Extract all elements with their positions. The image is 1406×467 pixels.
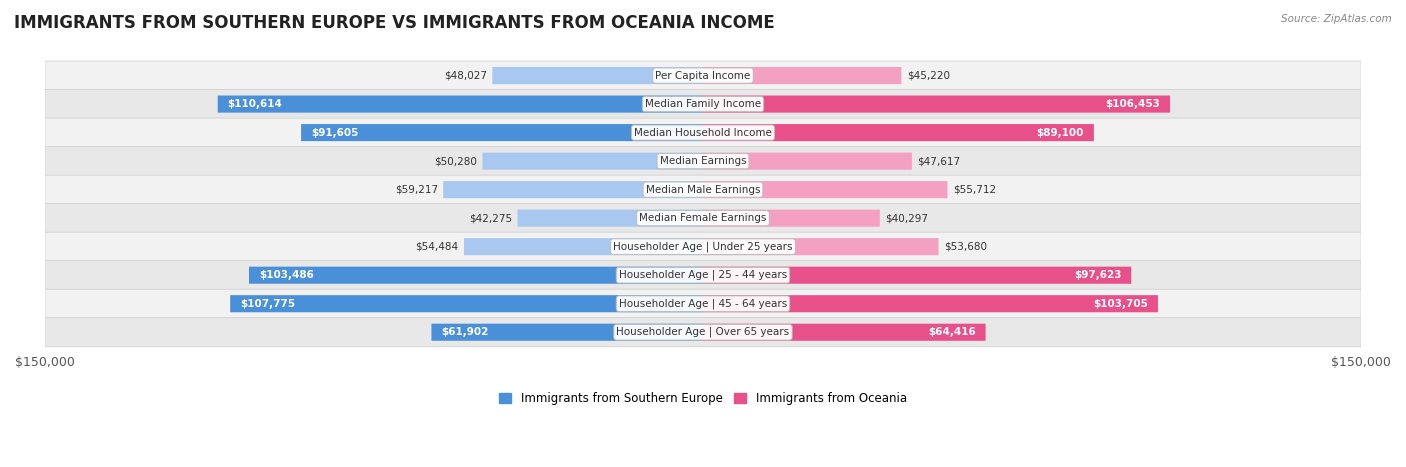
FancyBboxPatch shape xyxy=(45,204,1361,233)
Text: $42,275: $42,275 xyxy=(470,213,512,223)
FancyBboxPatch shape xyxy=(703,124,1094,141)
FancyBboxPatch shape xyxy=(482,153,703,170)
Text: $48,027: $48,027 xyxy=(444,71,486,81)
Text: $103,705: $103,705 xyxy=(1094,299,1149,309)
Text: $40,297: $40,297 xyxy=(884,213,928,223)
FancyBboxPatch shape xyxy=(432,324,703,341)
FancyBboxPatch shape xyxy=(703,295,1159,312)
Text: $97,623: $97,623 xyxy=(1074,270,1122,280)
Text: $50,280: $50,280 xyxy=(434,156,477,166)
Text: Median Female Earnings: Median Female Earnings xyxy=(640,213,766,223)
FancyBboxPatch shape xyxy=(492,67,703,84)
FancyBboxPatch shape xyxy=(703,210,880,226)
FancyBboxPatch shape xyxy=(703,67,901,84)
Text: $106,453: $106,453 xyxy=(1105,99,1160,109)
Text: Householder Age | 25 - 44 years: Householder Age | 25 - 44 years xyxy=(619,270,787,281)
Text: $47,617: $47,617 xyxy=(917,156,960,166)
Legend: Immigrants from Southern Europe, Immigrants from Oceania: Immigrants from Southern Europe, Immigra… xyxy=(495,387,911,410)
Text: $64,416: $64,416 xyxy=(928,327,976,337)
Text: $54,484: $54,484 xyxy=(416,242,458,252)
Text: $103,486: $103,486 xyxy=(259,270,314,280)
Text: Median Male Earnings: Median Male Earnings xyxy=(645,184,761,195)
Text: $89,100: $89,100 xyxy=(1036,127,1084,138)
Text: $55,712: $55,712 xyxy=(953,184,995,195)
FancyBboxPatch shape xyxy=(231,295,703,312)
Text: Householder Age | Over 65 years: Householder Age | Over 65 years xyxy=(616,327,790,338)
FancyBboxPatch shape xyxy=(249,267,703,284)
FancyBboxPatch shape xyxy=(517,210,703,226)
Text: $61,902: $61,902 xyxy=(441,327,489,337)
Text: $110,614: $110,614 xyxy=(228,99,283,109)
FancyBboxPatch shape xyxy=(703,181,948,198)
Text: Median Household Income: Median Household Income xyxy=(634,127,772,138)
Text: $45,220: $45,220 xyxy=(907,71,949,81)
Text: $59,217: $59,217 xyxy=(395,184,437,195)
FancyBboxPatch shape xyxy=(45,232,1361,261)
Text: Per Capita Income: Per Capita Income xyxy=(655,71,751,81)
FancyBboxPatch shape xyxy=(45,147,1361,176)
FancyBboxPatch shape xyxy=(45,175,1361,204)
Text: Householder Age | Under 25 years: Householder Age | Under 25 years xyxy=(613,241,793,252)
FancyBboxPatch shape xyxy=(45,118,1361,147)
Text: Source: ZipAtlas.com: Source: ZipAtlas.com xyxy=(1281,14,1392,24)
FancyBboxPatch shape xyxy=(45,90,1361,119)
FancyBboxPatch shape xyxy=(703,153,912,170)
FancyBboxPatch shape xyxy=(464,238,703,255)
FancyBboxPatch shape xyxy=(301,124,703,141)
FancyBboxPatch shape xyxy=(703,238,938,255)
FancyBboxPatch shape xyxy=(45,318,1361,347)
Text: Median Earnings: Median Earnings xyxy=(659,156,747,166)
Text: $107,775: $107,775 xyxy=(240,299,295,309)
Text: Median Family Income: Median Family Income xyxy=(645,99,761,109)
FancyBboxPatch shape xyxy=(45,289,1361,318)
FancyBboxPatch shape xyxy=(45,61,1361,90)
FancyBboxPatch shape xyxy=(45,261,1361,290)
FancyBboxPatch shape xyxy=(703,324,986,341)
Text: $91,605: $91,605 xyxy=(311,127,359,138)
FancyBboxPatch shape xyxy=(218,96,703,113)
FancyBboxPatch shape xyxy=(703,267,1132,284)
Text: Householder Age | 45 - 64 years: Householder Age | 45 - 64 years xyxy=(619,298,787,309)
Text: $53,680: $53,680 xyxy=(943,242,987,252)
FancyBboxPatch shape xyxy=(703,96,1170,113)
Text: IMMIGRANTS FROM SOUTHERN EUROPE VS IMMIGRANTS FROM OCEANIA INCOME: IMMIGRANTS FROM SOUTHERN EUROPE VS IMMIG… xyxy=(14,14,775,32)
FancyBboxPatch shape xyxy=(443,181,703,198)
